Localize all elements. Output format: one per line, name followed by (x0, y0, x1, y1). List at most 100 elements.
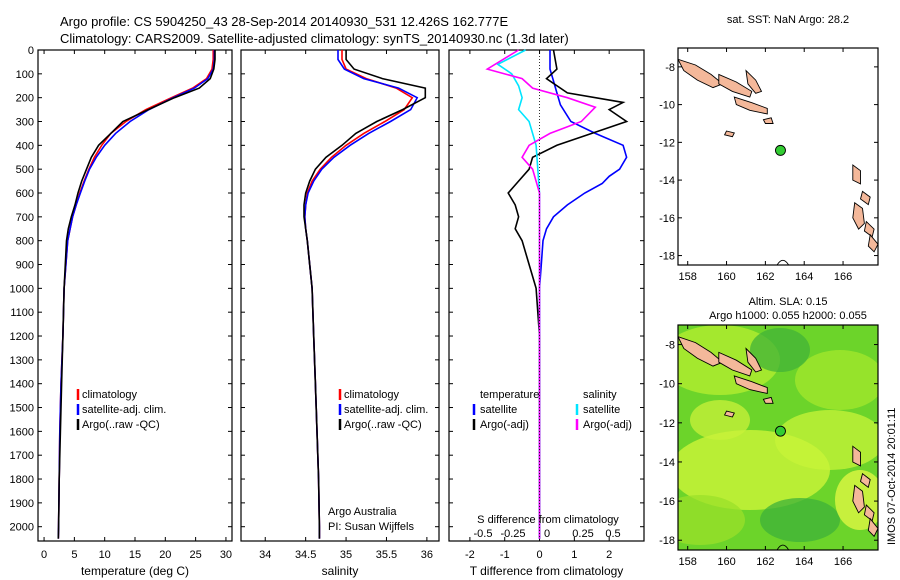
temperature-frame (37, 49, 233, 542)
legend-item: satellite-adj. clim. (344, 404, 428, 416)
map-title: Altim. SLA: 0.15 (749, 296, 828, 308)
map-subtitle: Argo h1000: 0.055 h2000: 0.055 (709, 310, 867, 322)
coast-outline (776, 544, 790, 550)
depth-tick-label: 1800 (10, 474, 34, 486)
island-shape (852, 445, 861, 467)
sla-blob (760, 498, 840, 542)
x-tick-label: 35.5 (376, 549, 397, 561)
x-tick-label: 25 (190, 549, 202, 561)
legend-item: Argo(-adj) (583, 419, 632, 431)
island-shape (867, 233, 878, 253)
lat-tick-label: -10 (659, 379, 675, 391)
legend-item: climatology (82, 389, 138, 401)
sla-blob (690, 400, 750, 440)
depth-tick-label: 800 (16, 236, 34, 248)
top-tick-label: -0.5 (474, 528, 493, 540)
island-shape (867, 517, 878, 538)
depth-tick-label: 100 (16, 69, 34, 81)
series-line-satellite-adj--clim- (303, 50, 419, 539)
sla-map-panel: 158 160 162 164 166 -8 -10 -12 -14 -16 -18 Altim. S… (659, 296, 879, 568)
float-position-marker (775, 425, 786, 437)
island-shape (723, 410, 735, 418)
top-tick-label: 0.25 (572, 528, 593, 540)
island-shape (762, 117, 774, 124)
x-axis-label: T difference from climatology (470, 564, 624, 578)
depth-tick-label: 300 (16, 117, 34, 129)
lon-tick-label: 158 (679, 556, 697, 568)
series-line-climatology (57, 50, 214, 539)
lon-tick-label: 166 (834, 556, 852, 568)
lon-tick-label: 166 (834, 271, 852, 283)
depth-tick-label: 1900 (10, 498, 34, 510)
depth-tick-label: 2000 (10, 522, 34, 534)
lat-tick-label: -10 (659, 100, 675, 112)
x-tick-label: 34 (259, 549, 271, 561)
lat-tick-label: -12 (659, 418, 675, 430)
salinity-frame (240, 49, 440, 542)
series-line-argo---raw--qc- (57, 50, 216, 539)
depth-tick-label: 1400 (10, 379, 34, 391)
island-shape (718, 73, 753, 98)
lat-tick-label: -16 (659, 213, 675, 225)
depth-tick-label: 1100 (10, 307, 34, 319)
lat-tick-label: -16 (659, 496, 675, 508)
series-line-argo---raw--qc- (303, 50, 427, 539)
lon-tick-label: 160 (717, 556, 735, 568)
depth-tick-label: 0 (28, 45, 34, 57)
island-shape (852, 164, 861, 185)
lat-tick-label: -8 (665, 340, 675, 352)
temperature-panel: 0100200300400500600700800900100011001200… (10, 45, 233, 578)
sla-blob (678, 495, 745, 545)
annotation-line: Argo Australia (328, 506, 397, 518)
lon-tick-label: 164 (795, 556, 813, 568)
island-shape (852, 484, 865, 514)
depth-tick-label: 200 (16, 93, 34, 105)
island-shape (859, 472, 871, 489)
lon-tick-label: 162 (756, 556, 774, 568)
island-shape (859, 190, 871, 206)
float-position-marker (775, 144, 786, 156)
legend-item: satellite-adj. clim. (82, 404, 166, 416)
lat-tick-label: -8 (665, 62, 675, 74)
lat-tick-label: -14 (659, 457, 675, 469)
depth-tick-label: 1500 (10, 403, 34, 415)
coast-outline (776, 259, 790, 265)
x-tick-label: 20 (159, 549, 171, 561)
island-shape (733, 375, 768, 395)
legend-header: temperature (480, 389, 539, 401)
legend-item: Argo(..raw -QC) (82, 419, 160, 431)
lon-tick-label: 164 (795, 271, 813, 283)
map-content (678, 58, 878, 265)
x-tick-label: 35 (340, 549, 352, 561)
legend-item: climatology (344, 389, 400, 401)
sst-map-panel: 158 160 162 164 166 -8 -10 -12 -14 -16 -18 sat. SST… (659, 14, 879, 283)
top-tick-label: 0.5 (605, 528, 620, 540)
x-tick-label: -2 (465, 549, 475, 561)
series-line-temperature-satellite (538, 50, 628, 539)
island-shape (745, 347, 763, 373)
x-tick-label: 1 (571, 549, 577, 561)
x-tick-label: 5 (71, 549, 77, 561)
series-line-temperature-argo--adj- (507, 49, 629, 539)
x-tick-label: 15 (129, 549, 141, 561)
depth-tick-label: 1000 (10, 283, 34, 295)
lat-tick-label: -18 (659, 535, 675, 547)
legend-item: Argo(-adj) (480, 419, 529, 431)
figure-title-line2: Climatology: CARS2009. Satellite-adjuste… (60, 31, 569, 46)
map-title: sat. SST: NaN Argo: 28.2 (727, 14, 849, 26)
depth-tick-label: 400 (16, 140, 34, 152)
island-shape (723, 130, 735, 138)
legend-item: satellite (583, 404, 620, 416)
top-tick-label: 0 (544, 528, 550, 540)
legend-item: Argo(..raw -QC) (344, 419, 422, 431)
salinity-panel: 34 34.5 35 35.5 36 salinity climatology satelli… (240, 49, 440, 578)
sla-blob (775, 410, 878, 470)
legend-item: satellite (480, 404, 517, 416)
depth-tick-label: 1700 (10, 450, 34, 462)
island-shape (745, 69, 763, 94)
difference-frame (448, 49, 645, 542)
lon-tick-label: 158 (679, 271, 697, 283)
series-line-salinity-satellite (496, 49, 541, 539)
